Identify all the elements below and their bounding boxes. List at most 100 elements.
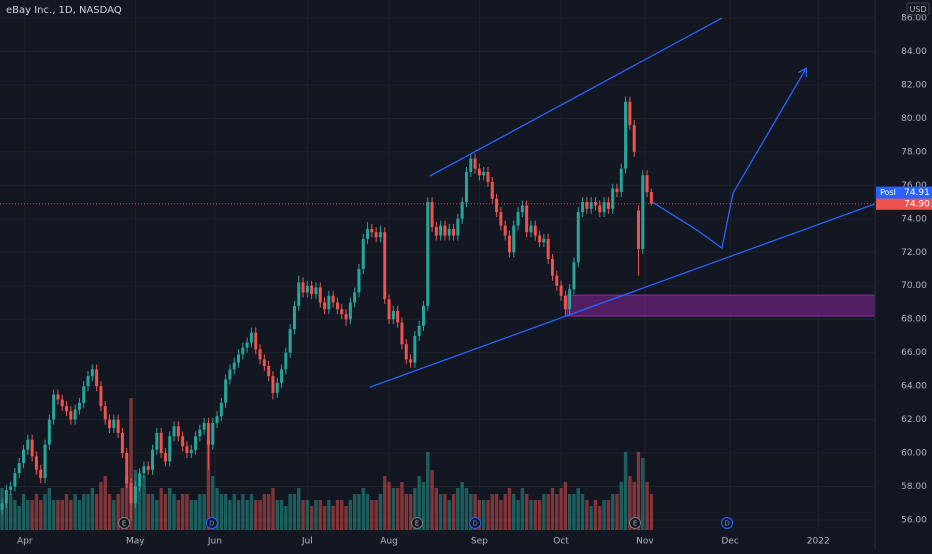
- volume-bar: [520, 488, 525, 530]
- candle-body: [628, 101, 632, 126]
- volume-bar: [524, 494, 529, 530]
- event-icon: [118, 517, 131, 529]
- candle-body: [108, 419, 112, 428]
- volume-bar: [180, 494, 185, 530]
- volume-bar: [34, 494, 39, 530]
- y-tick-label: 80.00: [901, 114, 927, 124]
- volume-bar: [374, 500, 378, 530]
- volume-bar: [516, 500, 520, 530]
- candle-body: [155, 432, 159, 450]
- candle-body: [125, 453, 129, 484]
- candle-body: [198, 429, 202, 437]
- volume-bar: [632, 482, 636, 530]
- volume-bar: [8, 494, 13, 530]
- volume-bar: [464, 488, 469, 530]
- volume-bar: [598, 506, 602, 530]
- volume-bar: [301, 500, 305, 530]
- volume-bar: [314, 500, 318, 530]
- volume-bar: [266, 494, 271, 530]
- volume-bar: [533, 500, 537, 530]
- volume-bar: [232, 494, 236, 530]
- candle-body: [310, 285, 314, 295]
- volume-bar: [344, 506, 348, 530]
- candle-body: [245, 342, 249, 348]
- volume-bar: [120, 488, 125, 530]
- volume-bar: [159, 488, 163, 530]
- volume-bar: [430, 470, 434, 530]
- candle-body: [366, 228, 370, 239]
- volume-bar: [142, 476, 146, 530]
- y-tick-label: 58.00: [901, 482, 927, 492]
- candle-body: [529, 225, 533, 233]
- candle-body: [271, 376, 275, 393]
- candle-body: [280, 369, 284, 383]
- candle-body: [430, 202, 434, 228]
- candle-body: [619, 168, 623, 193]
- y-tick-label: 56.00: [901, 515, 927, 525]
- x-tick-label: Sep: [471, 537, 488, 547]
- candle-body: [228, 369, 232, 380]
- candle-body: [606, 202, 610, 209]
- volume-bar: [361, 488, 365, 530]
- volume-bar: [451, 494, 456, 530]
- x-tick-label: Oct: [553, 537, 569, 547]
- candle-body: [82, 386, 86, 403]
- candle-body: [39, 469, 43, 479]
- volume-bar: [288, 494, 292, 530]
- candle-body: [542, 238, 546, 243]
- candle-body: [267, 366, 271, 377]
- volume-bar: [649, 494, 654, 530]
- candle-body: [305, 285, 309, 293]
- candle-body: [404, 344, 408, 360]
- candle-body: [146, 466, 150, 470]
- candle-body: [473, 158, 477, 169]
- x-tick-label: Apr: [17, 537, 33, 547]
- candle-body: [426, 202, 430, 306]
- volume-bar: [292, 494, 297, 530]
- candle-body: [550, 258, 554, 276]
- y-tick-label: 66.00: [901, 348, 927, 358]
- price-axis-panel: [875, 0, 932, 550]
- drawings: [0, 17, 897, 388]
- volume-bar: [331, 506, 335, 530]
- candle-body: [103, 406, 107, 420]
- volume-bar: [481, 500, 486, 530]
- candle-body: [163, 453, 167, 462]
- volume-bar: [193, 500, 198, 530]
- volume-bar: [206, 440, 211, 530]
- volume-bar: [486, 500, 490, 530]
- candle-body: [176, 426, 180, 437]
- volume-bar: [116, 494, 120, 530]
- candle-body: [60, 399, 64, 407]
- volume-bar: [512, 494, 516, 530]
- candle-body: [512, 225, 516, 253]
- candle-body: [374, 232, 378, 238]
- volume-bar: [17, 506, 21, 530]
- arrow-head: [797, 67, 807, 78]
- event-icon: [629, 517, 642, 529]
- candle-body: [353, 292, 357, 303]
- candle-body: [181, 436, 185, 447]
- last-price-box: [876, 197, 932, 210]
- candle-body: [159, 432, 163, 454]
- candle-body: [525, 205, 529, 233]
- candle-body: [22, 449, 26, 464]
- volume-bar: [262, 494, 267, 530]
- volume-bar: [585, 500, 589, 530]
- volume-bar: [395, 488, 400, 530]
- volume-bar: [82, 494, 86, 530]
- y-tick-label: 68.00: [901, 315, 927, 325]
- candle-body: [56, 394, 60, 400]
- y-tick-label: 72.00: [901, 248, 927, 258]
- candle-body: [348, 302, 352, 320]
- volume-bar: [404, 494, 408, 530]
- candle-body: [241, 347, 245, 355]
- volume-bar: [249, 494, 254, 530]
- candle-body: [593, 202, 597, 206]
- candle-body: [503, 225, 507, 236]
- volume-bar: [223, 494, 228, 530]
- y-tick-label: 70.00: [901, 281, 927, 291]
- candle-body: [206, 422, 210, 445]
- candle-body: [4, 489, 8, 504]
- volume-bar: [163, 494, 168, 530]
